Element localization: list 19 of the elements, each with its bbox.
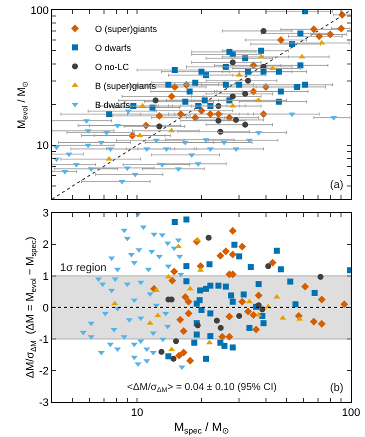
- band-label: 1σ region: [60, 262, 107, 274]
- legend-label: O (super)giants: [94, 24, 158, 34]
- y-tick-label: -1: [39, 334, 49, 346]
- annotation: (b): [330, 382, 344, 394]
- legend-label: O dwarfs: [94, 42, 132, 53]
- y-tick-label: -2: [39, 365, 49, 378]
- legend-label: B (super)giants: [94, 80, 157, 91]
- y-tick-label: 0: [42, 302, 49, 314]
- y-tick-label: 3: [42, 208, 49, 220]
- y-tick-label: 2: [42, 239, 49, 252]
- y-tick-label: -3: [39, 396, 49, 409]
- legend-label: O no-LC: [94, 62, 130, 72]
- annotation: (a): [330, 179, 344, 191]
- y-tick-label: 1: [42, 270, 49, 283]
- y-tick-label: 100: [30, 4, 49, 17]
- annotation: <ΔM/σ$_{ΔM}$> = 0.04 ± 0.10 (95% CI): [127, 382, 277, 394]
- y-tick-label: 10: [36, 140, 49, 152]
- x-axis-title: M$_{spec}$ / M$_{⊙}$: [174, 420, 229, 436]
- legend-label: B dwarfs: [94, 100, 130, 110]
